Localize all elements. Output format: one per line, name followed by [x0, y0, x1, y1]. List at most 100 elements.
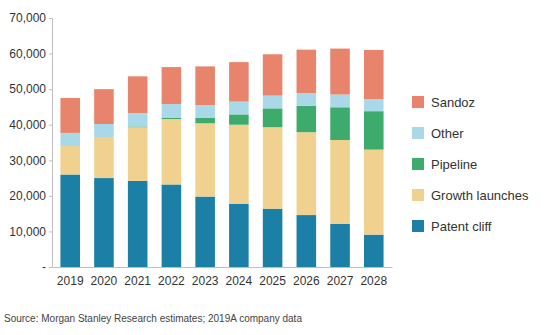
- bar: [364, 235, 384, 267]
- x-tick-label: 2026: [293, 274, 320, 288]
- legend-item: Other: [412, 126, 464, 141]
- bar: [128, 181, 148, 267]
- bar: [263, 108, 283, 127]
- bar: [162, 184, 182, 267]
- source-note: Source: Morgan Stanley Research estimate…: [4, 313, 302, 324]
- bar: [263, 96, 283, 109]
- bar: [94, 138, 114, 178]
- bar: [297, 106, 317, 132]
- y-axis-line: [52, 19, 53, 268]
- bar: [60, 133, 80, 146]
- y-tick: 50,000: [9, 82, 52, 96]
- y-tick-mark: [49, 18, 52, 19]
- bar: [60, 146, 80, 174]
- bar: [162, 104, 182, 118]
- x-tick: 2026: [293, 267, 320, 288]
- y-tick-mark: [49, 54, 52, 55]
- legend-item: Pipeline: [412, 157, 477, 172]
- x-tick-label: 2020: [91, 274, 118, 288]
- bar: [297, 50, 317, 93]
- x-tick: 2021: [124, 267, 151, 288]
- bar: [162, 119, 182, 184]
- legend-label: Growth launches: [431, 188, 529, 203]
- y-tick-label: 50,000: [9, 82, 46, 96]
- x-tick-label: 2025: [259, 274, 286, 288]
- bar: [195, 197, 215, 267]
- legend-label: Other: [431, 126, 464, 141]
- bar: [60, 175, 80, 267]
- bar: [195, 123, 215, 196]
- y-tick: 30,000: [9, 154, 52, 168]
- bar: [330, 94, 350, 107]
- legend: Sandoz Other Pipeline Growth launches Patent…: [412, 95, 529, 234]
- bar: [297, 93, 317, 106]
- legend-swatch: [412, 96, 424, 108]
- x-tick: 2028: [360, 267, 387, 288]
- y-tick-mark: [49, 267, 52, 268]
- bar: [263, 54, 283, 95]
- x-axis: 2019202020212022202320242025202620272028: [53, 267, 393, 288]
- x-tick: 2022: [158, 267, 185, 288]
- bar: [330, 224, 350, 267]
- y-tick-mark: [49, 196, 52, 197]
- y-tick-label: 70,000: [9, 11, 46, 25]
- bar: [128, 76, 148, 113]
- x-tick-label: 2021: [124, 274, 151, 288]
- bar: [94, 178, 114, 267]
- legend-swatch: [412, 158, 424, 170]
- y-tick-mark: [49, 231, 52, 232]
- x-tick-label: 2023: [192, 274, 219, 288]
- legend-label: Patent cliff: [431, 219, 492, 234]
- x-axis-line: [53, 267, 393, 268]
- x-tick-label: 2019: [57, 274, 84, 288]
- legend-item: Growth launches: [412, 188, 529, 203]
- bar: [162, 118, 182, 119]
- x-tick: 2025: [259, 267, 286, 288]
- bars: [60, 49, 383, 267]
- bar: [330, 107, 350, 140]
- y-tick-label: 10,000: [9, 225, 46, 239]
- bar: [60, 98, 80, 133]
- bar: [297, 215, 317, 267]
- bar: [94, 124, 114, 138]
- bar: [229, 62, 249, 101]
- y-tick-mark: [49, 160, 52, 161]
- bar: [263, 127, 283, 208]
- y-tick: -: [42, 260, 52, 274]
- y-tick-label: 40,000: [9, 118, 46, 132]
- bar: [364, 50, 384, 99]
- y-tick-mark: [49, 125, 52, 126]
- bar: [330, 140, 350, 224]
- bar: [297, 132, 317, 215]
- bar: [263, 209, 283, 267]
- x-tick: 2019: [57, 267, 84, 288]
- legend-label: Pipeline: [431, 157, 477, 172]
- x-tick-label: 2028: [360, 274, 387, 288]
- chart: - 10,000 20,000 30,000 40,000 50,000 60,000 70,…: [0, 0, 560, 335]
- bar: [94, 89, 114, 124]
- legend-item: Patent cliff: [412, 219, 492, 234]
- legend-swatch: [412, 127, 424, 139]
- legend-item: Sandoz: [412, 95, 475, 110]
- x-tick: 2023: [192, 267, 219, 288]
- bar: [364, 150, 384, 235]
- bar-series: [60, 49, 383, 133]
- y-tick: 20,000: [9, 189, 52, 203]
- y-tick: 60,000: [9, 47, 52, 61]
- bar: [195, 66, 215, 105]
- bar: [229, 204, 249, 267]
- y-tick: 10,000: [9, 225, 52, 239]
- bar: [195, 118, 215, 124]
- y-tick-label: 30,000: [9, 154, 46, 168]
- bar: [195, 105, 215, 117]
- x-tick-label: 2024: [226, 274, 253, 288]
- y-tick: 70,000: [9, 11, 52, 25]
- legend-label: Sandoz: [431, 95, 475, 110]
- y-tick-label: 20,000: [9, 189, 46, 203]
- x-tick: 2024: [226, 267, 253, 288]
- bar: [364, 99, 384, 111]
- legend-swatch: [412, 220, 424, 232]
- legend-swatch: [412, 189, 424, 201]
- bar: [128, 127, 148, 181]
- y-tick: 40,000: [9, 118, 52, 132]
